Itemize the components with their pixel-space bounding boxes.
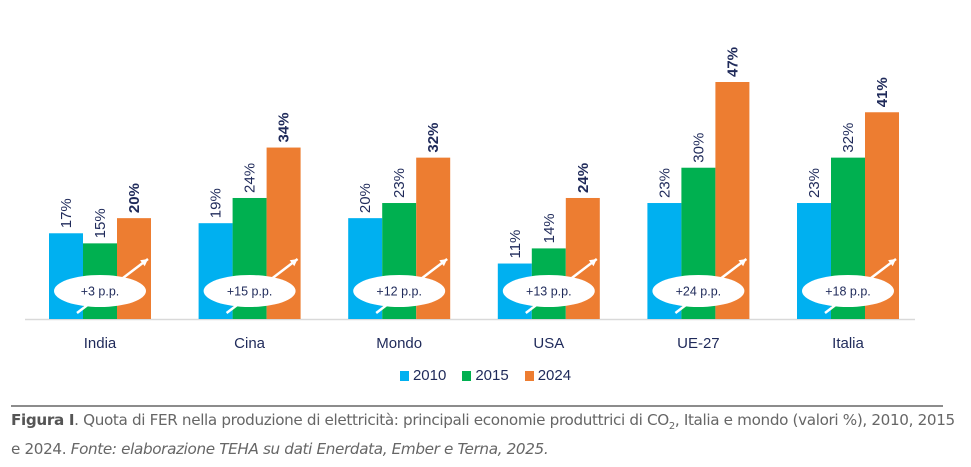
legend-item-2010: 2010 <box>399 367 447 384</box>
bar-group-cina: 19% 24% 34% +15 p.p. Cina <box>198 113 301 352</box>
caption-text-2: , Italia e mondo (valori %), 2010, 2015 … <box>11 411 955 459</box>
caption-source: Fonte: elaborazione TEHA su dati Enerdat… <box>70 440 549 459</box>
legend-swatch-2024 <box>524 370 534 381</box>
bar-group-usa: 11% 14% 24% +13 p.p. USA <box>497 163 600 352</box>
data-label-cina-2024: 34% <box>276 113 293 143</box>
change-badge-text-usa: +13 p.p. <box>526 285 572 299</box>
data-label-mondo-2015: 23% <box>391 168 408 198</box>
bar-group-mondo: 20% 23% 32% +12 p.p. Mondo <box>348 123 451 352</box>
change-badge-text-mondo: +12 p.p. <box>376 285 422 299</box>
data-label-italia-2010: 23% <box>806 168 823 198</box>
data-label-india-2010: 17% <box>58 198 75 228</box>
data-label-mondo-2024: 32% <box>425 123 442 153</box>
category-label-ue-27: UE-27 <box>677 335 720 352</box>
trend-arrowhead-ue-27 <box>738 259 747 267</box>
change-badge-usa <box>502 275 595 307</box>
change-badge-text-india: +3 p.p. <box>81 285 120 299</box>
trend-arrowhead-india <box>140 259 148 267</box>
data-label-usa-2010: 11% <box>507 230 524 259</box>
category-label-india: India <box>84 335 117 352</box>
change-badge-cina <box>203 275 296 307</box>
data-label-mondo-2010: 20% <box>357 183 374 213</box>
legend-item-2024: 2024 <box>524 367 572 384</box>
legend-label-2010: 2010 <box>412 367 447 384</box>
data-label-italia-2024: 41% <box>874 77 891 107</box>
change-badge-text-italia: +18 p.p. <box>825 285 871 299</box>
change-badge-text-cina: +15 p.p. <box>227 285 273 299</box>
caption-subscript: 2 <box>668 421 675 433</box>
category-label-mondo: Mondo <box>376 335 422 352</box>
change-badge-mondo <box>353 275 446 307</box>
trend-arrowhead-usa <box>588 259 597 267</box>
category-label-usa: USA <box>533 335 564 352</box>
change-badge-ue-27 <box>652 275 745 307</box>
data-label-india-2015: 15% <box>92 208 109 238</box>
figure-label: Figura I <box>11 411 75 429</box>
bar-india-2010 <box>49 233 83 319</box>
trend-arrowhead-cina <box>289 259 298 267</box>
legend: 2010 2015 2024 <box>0 367 971 384</box>
category-label-italia: Italia <box>832 335 864 352</box>
legend-swatch-2010 <box>399 370 409 381</box>
bar-chart: 17% 15% 20% +3 p.p. India 19% 24% 34% +15 p.p. Ci… <box>25 47 915 352</box>
data-label-usa-2024: 24% <box>575 163 592 193</box>
bar-group-italia: 23% 32% 41% +18 p.p. Italia <box>797 77 899 352</box>
change-badge-india <box>54 275 146 307</box>
figure-caption: Figura I. Quota di FER nella produzione … <box>11 409 961 460</box>
change-badge-italia <box>802 275 894 307</box>
category-label-cina: Cina <box>234 335 266 352</box>
trend-arrowhead-mondo <box>439 259 448 267</box>
legend-swatch-2015 <box>462 370 472 381</box>
legend-label-2024: 2024 <box>537 367 572 384</box>
data-label-ue-27-2010: 23% <box>656 168 673 198</box>
data-label-india-2024: 20% <box>126 183 143 213</box>
data-label-cina-2010: 19% <box>208 188 225 218</box>
data-label-cina-2015: 24% <box>242 163 259 193</box>
trend-arrowhead-italia <box>888 259 896 267</box>
bar-group-india: 17% 15% 20% +3 p.p. India <box>49 183 151 352</box>
legend-item-2015: 2015 <box>462 367 509 384</box>
legend-label-2015: 2015 <box>475 367 509 384</box>
caption-divider <box>11 405 943 407</box>
change-badge-text-ue-27: +24 p.p. <box>676 285 722 299</box>
data-label-usa-2015: 14% <box>541 213 558 243</box>
data-label-italia-2015: 32% <box>840 123 857 153</box>
caption-text-1: . Quota di FER nella produzione di elett… <box>74 411 669 429</box>
bar-group-ue-27: 23% 30% 47% +24 p.p. UE-27 <box>647 47 750 352</box>
data-label-ue-27-2015: 30% <box>690 133 707 163</box>
data-label-ue-27-2024: 47% <box>724 47 741 77</box>
